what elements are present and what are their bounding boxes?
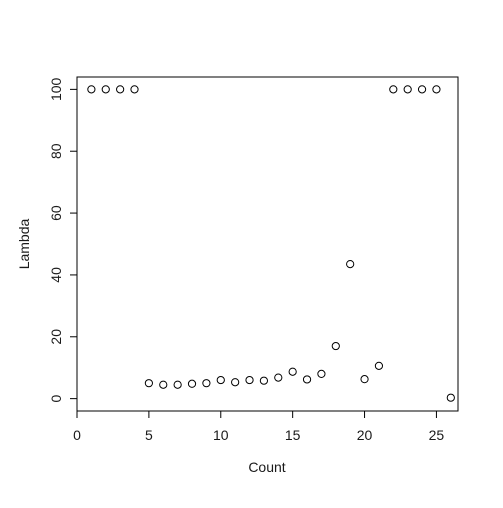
data-point [446,393,455,402]
x-axis-label: Count [248,459,285,475]
data-point [374,361,384,370]
data-point [130,85,139,94]
data-point [302,375,312,384]
plot-box [76,76,459,412]
x-tick-label: 0 [73,427,81,443]
data-points [87,85,455,402]
data-point [202,379,211,388]
data-point [159,380,168,389]
data-point [331,341,340,351]
data-point [144,379,153,388]
y-tick-label: 0 [48,395,64,403]
data-point [259,376,269,385]
y-tick-label: 100 [48,77,64,101]
data-point [403,85,412,94]
y-tick-label: 60 [48,205,64,221]
data-point [432,85,441,94]
data-point [116,85,125,94]
y-tick-label: 40 [48,267,64,283]
y-tick-label: 80 [48,143,64,159]
x-tick-label: 25 [429,427,445,443]
x-tick-label: 15 [285,427,301,443]
x-tick-label: 5 [145,427,153,443]
x-tick-label: 20 [357,427,373,443]
data-point [274,373,283,382]
data-point [231,378,240,387]
data-point [173,380,182,389]
data-point [346,260,355,269]
x-tick-label: 10 [213,427,229,443]
y-axis-label: Lambda [16,218,32,269]
data-point [317,369,326,378]
data-point [216,375,225,385]
data-point [245,375,254,385]
data-point [417,85,427,94]
data-point [360,375,369,384]
data-point [87,85,96,94]
data-point [389,85,398,94]
x-axis-ticks: 0 5 10 15 20 25 [73,411,444,443]
data-point [187,379,197,388]
y-tick-label: 20 [48,329,64,345]
y-axis-ticks: 0 20 40 60 80 100 [48,77,77,403]
data-point [288,367,297,376]
data-point [101,85,110,94]
